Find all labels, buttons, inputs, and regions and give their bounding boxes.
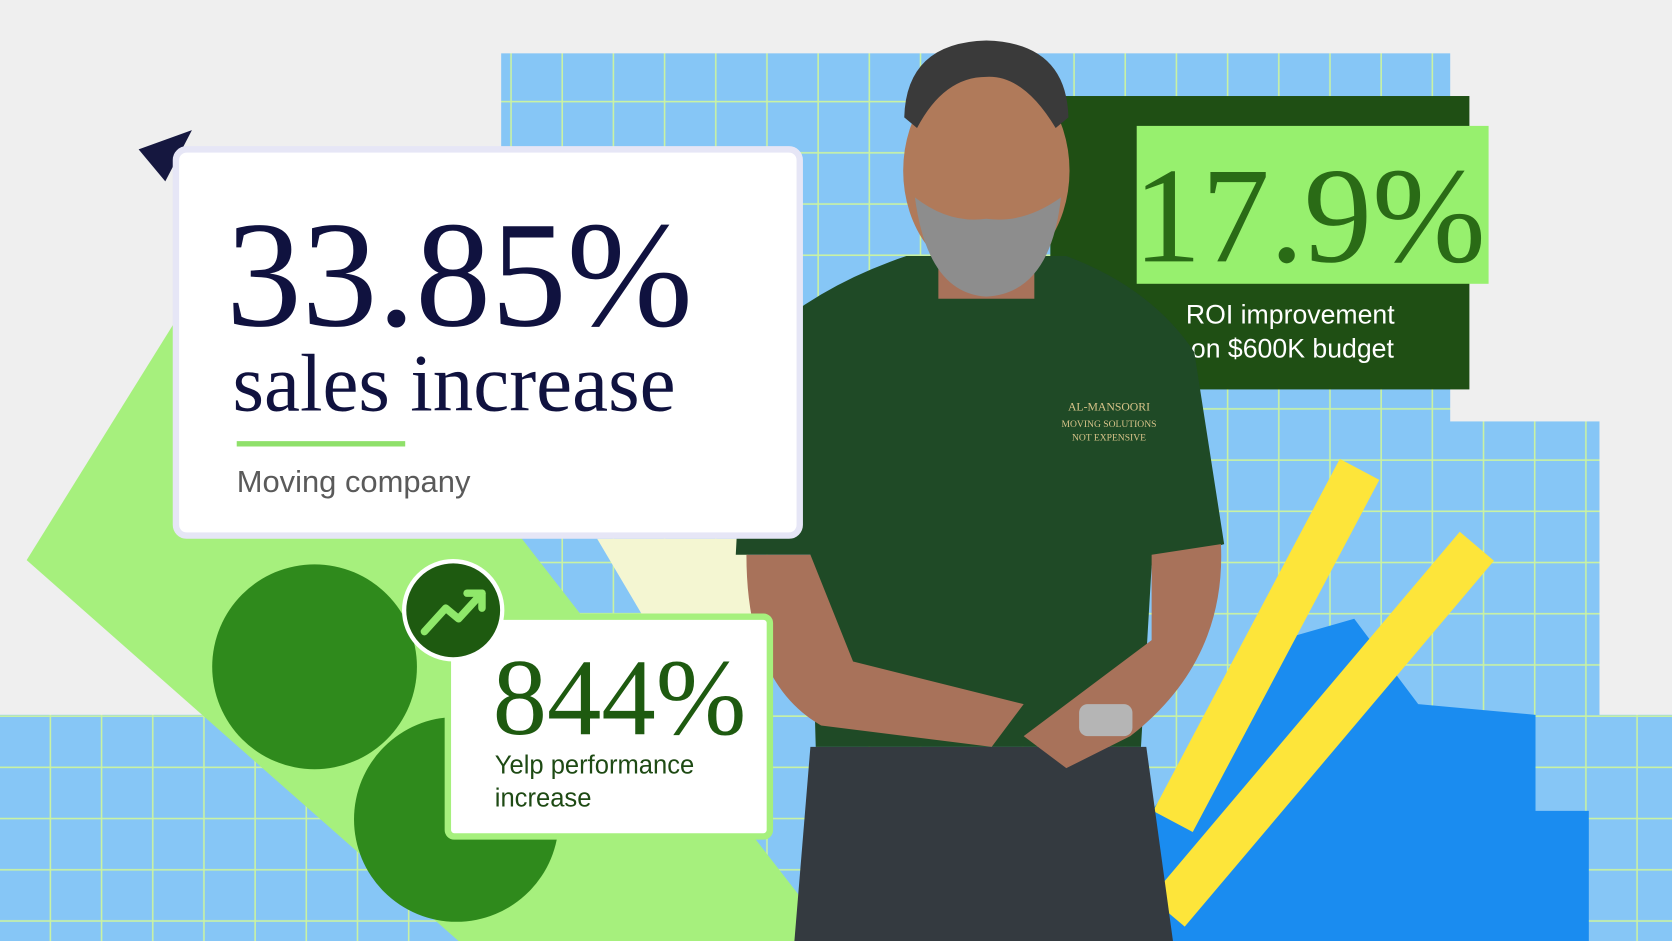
roi-value: 17.9% <box>1133 139 1486 291</box>
roi-highlight <box>1136 125 1489 284</box>
headline-card <box>172 146 803 539</box>
yelp-card <box>444 613 774 840</box>
arm <box>746 554 1024 747</box>
yellow-bar <box>1150 531 1494 927</box>
hair <box>904 40 1069 129</box>
green-circle <box>212 564 417 770</box>
logo-text: AL-MANSOORI <box>1068 401 1150 414</box>
logo-text: NOT EXPENSIVE <box>1072 433 1146 444</box>
headline-value: 33.85% <box>226 190 693 358</box>
shirt <box>735 256 1225 747</box>
logo-text: MOVING SOLUTIONS <box>1062 419 1157 430</box>
roi-label: ROI improvement <box>1186 299 1395 329</box>
pointer-icon <box>138 130 192 182</box>
beard <box>914 197 1061 297</box>
yelp-label: Yelp performance <box>495 751 694 779</box>
trend-arrow-head <box>463 589 486 612</box>
yelp-label: increase <box>495 785 592 813</box>
company-label: Moving company <box>237 464 471 499</box>
person: AL-MANSOORI MOVING SOLUTIONS NOT EXPENSI… <box>735 40 1225 941</box>
roi-label: on $600K budget <box>1191 333 1395 363</box>
watch <box>1079 704 1133 737</box>
pants <box>794 746 1173 941</box>
yellow-bar <box>1153 458 1380 833</box>
yelp-value: 844% <box>493 637 747 758</box>
headline-label: sales increase <box>232 339 675 429</box>
trend-arrow <box>420 589 486 636</box>
arm <box>1023 544 1222 769</box>
